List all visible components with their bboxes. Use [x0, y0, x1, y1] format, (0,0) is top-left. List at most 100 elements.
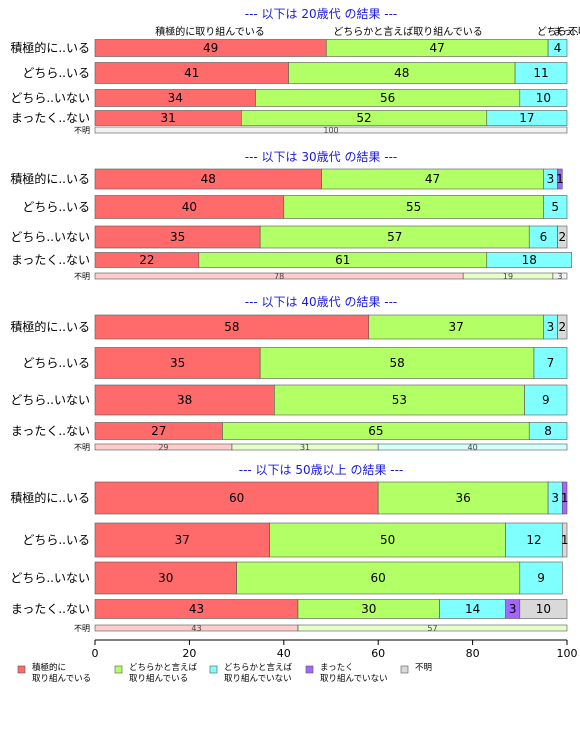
data-label: 2 [558, 230, 566, 244]
data-label: 27 [151, 424, 166, 438]
legend-label: 積極的に [32, 662, 66, 673]
data-label: 50 [380, 533, 395, 547]
bar-segment [519, 561, 563, 595]
data-label: 78 [274, 272, 284, 281]
data-label: 1 [561, 491, 569, 505]
data-label: 37 [448, 320, 463, 334]
panel-title: --- 以下は 20歳代 の結果 --- [245, 7, 398, 21]
category-label: 不明 [74, 443, 90, 452]
data-label: 10 [536, 602, 551, 616]
data-label: 40 [468, 443, 478, 452]
data-label: 52 [356, 111, 371, 125]
category-label: どちら..いない [10, 230, 90, 244]
legend-swatch [17, 665, 26, 674]
bar-segment [377, 443, 568, 451]
category-label: どちら..いる [22, 533, 90, 547]
data-label: 36 [456, 491, 471, 505]
data-label: 9 [537, 571, 545, 585]
data-label: 30 [158, 571, 173, 585]
data-label: 31 [161, 111, 176, 125]
bar-segment [519, 599, 568, 619]
data-label: 35 [170, 356, 185, 370]
data-label: 3 [509, 602, 517, 616]
column-header-label: 不明 [568, 26, 580, 38]
data-label: 19 [503, 272, 513, 281]
data-label: 18 [522, 253, 537, 267]
category-label: 積極的に..いる [10, 490, 90, 505]
data-label: 65 [368, 424, 383, 438]
bar-segment [297, 624, 568, 632]
x-tick-label: 0 [92, 647, 99, 660]
data-label: 43 [191, 624, 201, 633]
category-label: 不明 [74, 126, 90, 135]
data-label: 57 [387, 230, 402, 244]
data-label: 3 [547, 320, 555, 334]
category-label: どちら..いる [22, 356, 90, 370]
bar-segment [94, 126, 568, 134]
data-label: 31 [300, 443, 310, 452]
data-label: 29 [158, 443, 168, 452]
data-label: 5 [551, 200, 559, 214]
bar-segment [552, 272, 568, 280]
bar-segment [524, 384, 568, 416]
data-label: 43 [189, 602, 204, 616]
category-label: 不明 [74, 624, 90, 633]
category-label: どちら..いる [22, 200, 90, 214]
legend-swatch [209, 665, 218, 674]
data-label: 34 [168, 91, 183, 105]
data-label: 100 [323, 126, 338, 135]
category-label: どちら..いない [10, 393, 90, 407]
data-label: 1 [556, 172, 564, 186]
bar-segment [259, 347, 535, 379]
data-label: 35 [170, 230, 185, 244]
data-label: 60 [371, 571, 386, 585]
bar-segment [557, 168, 563, 190]
panel-title: --- 以下は 50歳以上 の結果 --- [239, 463, 404, 477]
bar-segment [486, 110, 568, 126]
data-label: 58 [224, 320, 239, 334]
data-label: 3 [547, 172, 555, 186]
category-label: まったく..ない [11, 424, 90, 438]
column-header-label: 積極的に取り組んでいる [155, 25, 265, 38]
data-label: 60 [229, 491, 244, 505]
x-tick-label: 80 [466, 647, 480, 660]
x-tick-label: 100 [557, 647, 578, 660]
data-label: 38 [177, 393, 192, 407]
data-label: 41 [184, 66, 199, 80]
data-label: 22 [139, 253, 154, 267]
bar-segment [528, 422, 568, 440]
data-label: 53 [392, 393, 407, 407]
column-header-label: どちらかと言えば取り組んでいる [333, 25, 483, 38]
bar-segment [505, 522, 563, 558]
data-label: 47 [430, 41, 445, 55]
data-label: 56 [380, 91, 395, 105]
column-header-label: まっ.. [553, 26, 579, 38]
data-label: 61 [335, 253, 350, 267]
legend-label: 取り組んでいない [224, 673, 292, 684]
bar-segment [94, 384, 275, 416]
bar-segment [543, 195, 568, 219]
data-label: 55 [406, 200, 421, 214]
legend-label: どちらかと言えば [129, 662, 198, 673]
data-label: 10 [536, 91, 551, 105]
legend-swatch [114, 665, 123, 674]
legend-label: どちらかと言えば [224, 662, 293, 673]
category-label: どちら..いる [22, 66, 90, 80]
data-label: 30 [361, 602, 376, 616]
bar-segment [94, 347, 261, 379]
bar-segment [269, 522, 506, 558]
legend-label: 取り組んでいる [129, 673, 188, 684]
category-label: どちら..いない [10, 571, 90, 585]
category-label: まったく..ない [11, 111, 90, 125]
x-tick-label: 40 [277, 647, 291, 660]
category-label: 不明 [74, 272, 90, 281]
data-label: 57 [427, 624, 437, 633]
bar-segment [557, 314, 568, 340]
data-label: 2 [558, 320, 566, 334]
legend-swatch [400, 665, 409, 674]
bar-segment [557, 225, 568, 249]
panel-title: --- 以下は 40歳代 の結果 --- [245, 295, 398, 309]
data-label: 6 [540, 230, 548, 244]
data-label: 40 [182, 200, 197, 214]
